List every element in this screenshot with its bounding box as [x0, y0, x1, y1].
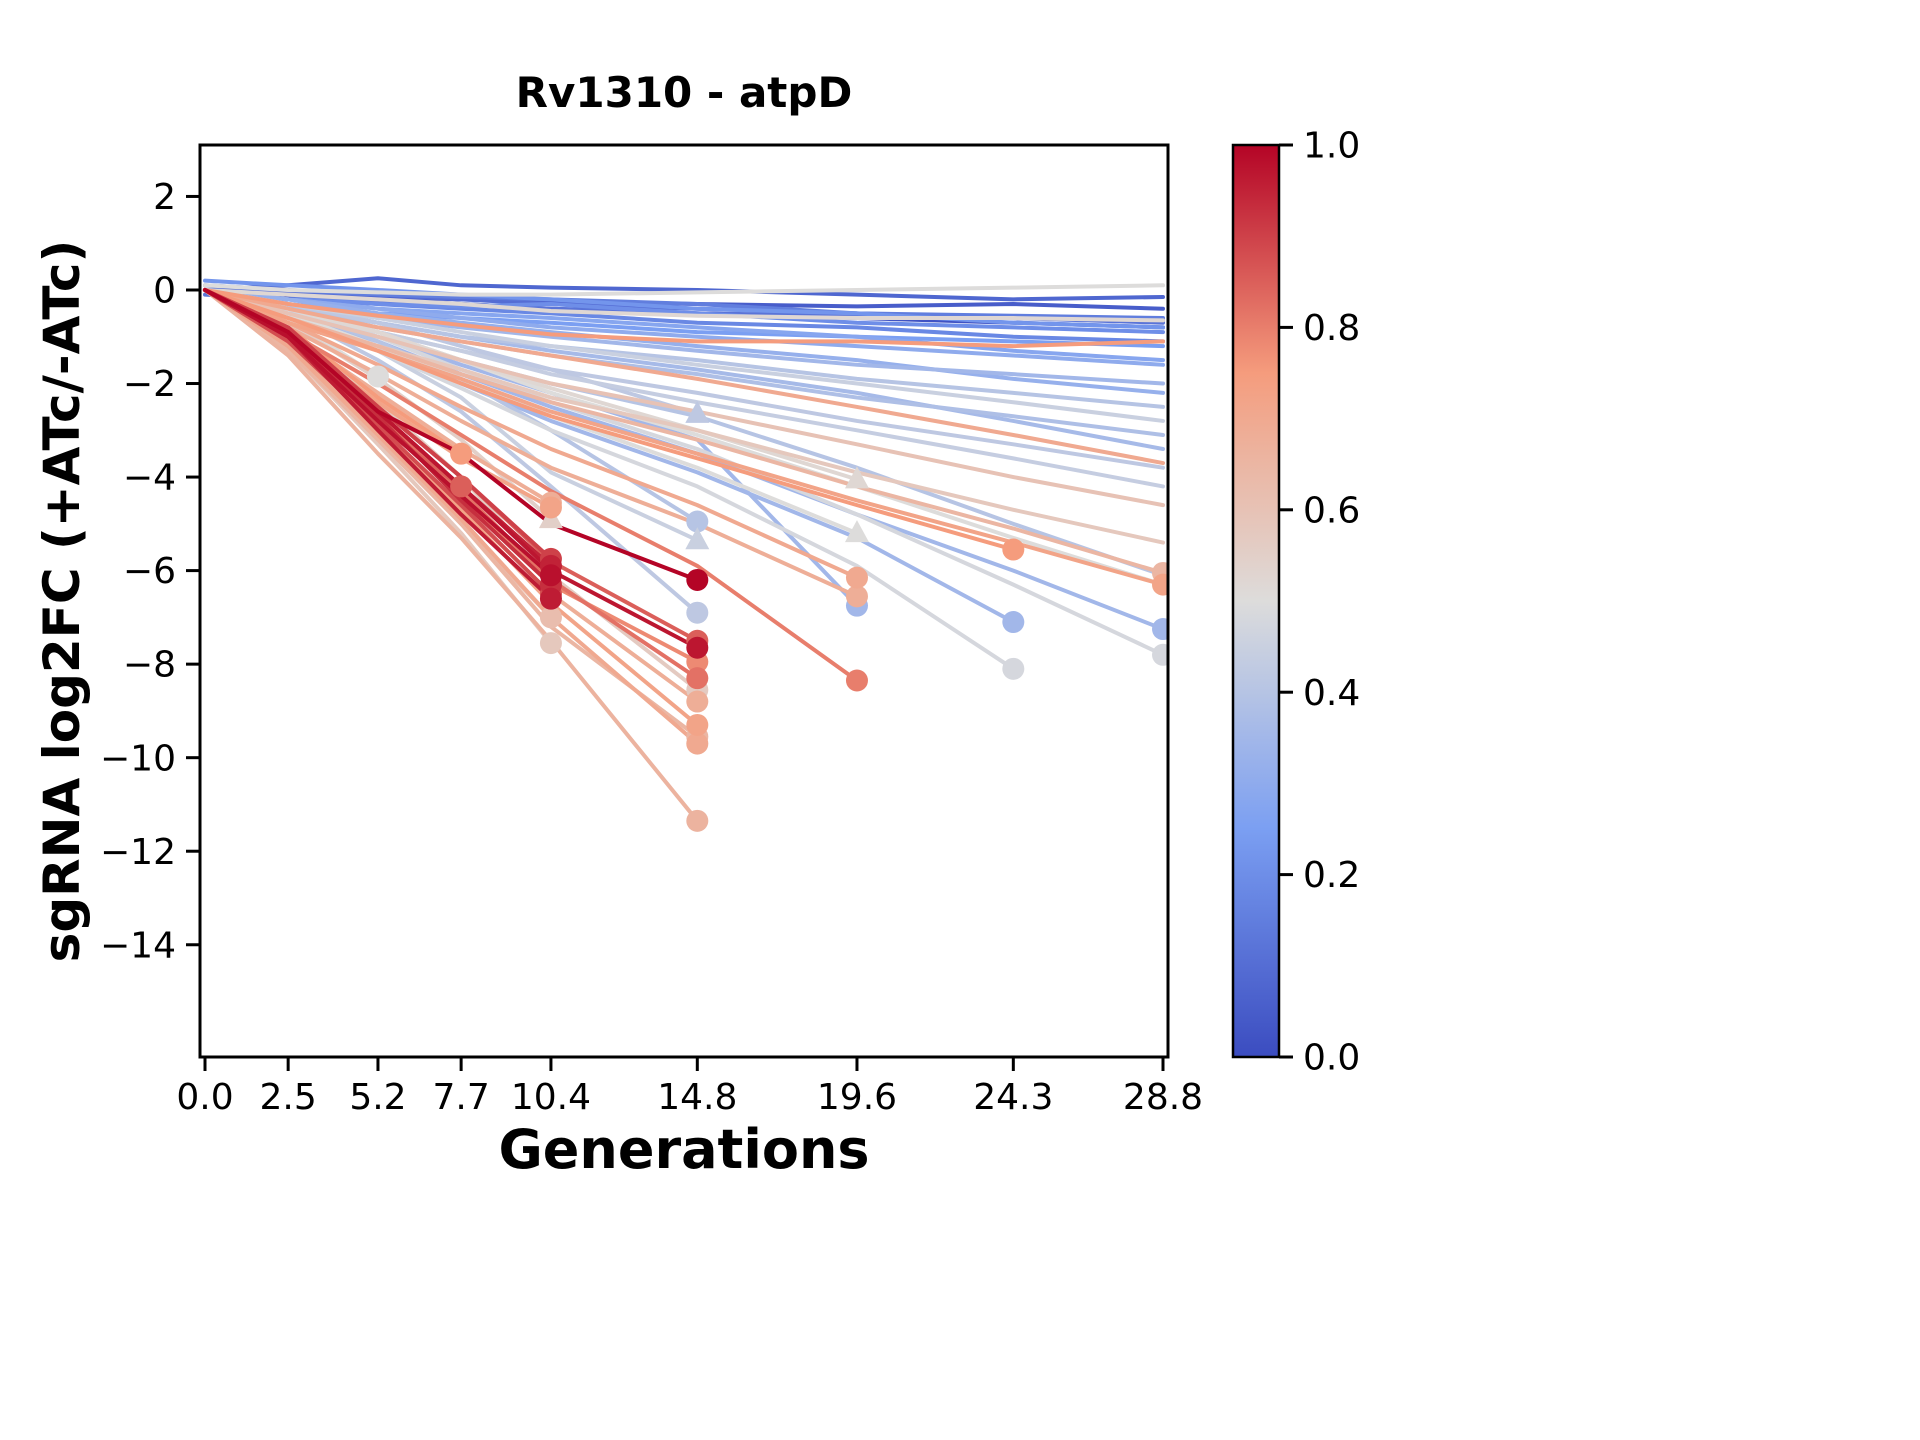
svg-text:2: 2	[153, 177, 176, 218]
svg-text:0.6: 0.6	[1303, 490, 1360, 531]
svg-text:24.3: 24.3	[973, 1077, 1053, 1118]
svg-text:1.0: 1.0	[1303, 126, 1360, 167]
svg-text:0.0: 0.0	[176, 1077, 233, 1118]
svg-text:28.8: 28.8	[1123, 1077, 1203, 1118]
series-lines	[202, 276, 1166, 823]
svg-text:−14: −14	[100, 925, 176, 966]
svg-text:−10: −10	[100, 738, 176, 779]
svg-text:0: 0	[153, 271, 176, 312]
svg-text:0.2: 0.2	[1303, 855, 1360, 896]
svg-text:−8: −8	[123, 645, 176, 686]
svg-text:0.8: 0.8	[1303, 308, 1360, 349]
svg-text:−4: −4	[123, 458, 176, 499]
svg-text:−2: −2	[123, 364, 176, 405]
svg-text:−12: −12	[100, 832, 176, 873]
svg-text:−6: −6	[123, 551, 176, 592]
svg-text:0.0: 0.0	[1303, 1038, 1360, 1079]
svg-text:2.5: 2.5	[260, 1077, 317, 1118]
svg-text:0.4: 0.4	[1303, 673, 1360, 714]
svg-text:5.2: 5.2	[349, 1077, 406, 1118]
x-axis-label: Generations	[498, 1118, 870, 1181]
svg-text:19.6: 19.6	[817, 1077, 897, 1118]
svg-text:10.4: 10.4	[511, 1077, 591, 1118]
svg-text:7.7: 7.7	[432, 1077, 489, 1118]
y-axis-label: sgRNA log2FC (+ATc/-ATc)	[33, 239, 91, 963]
series-markers	[366, 365, 1168, 832]
chart-title: Rv1310 - atpD	[515, 68, 853, 117]
svg-text:14.8: 14.8	[657, 1077, 737, 1118]
colorbar	[1231, 143, 1281, 1059]
